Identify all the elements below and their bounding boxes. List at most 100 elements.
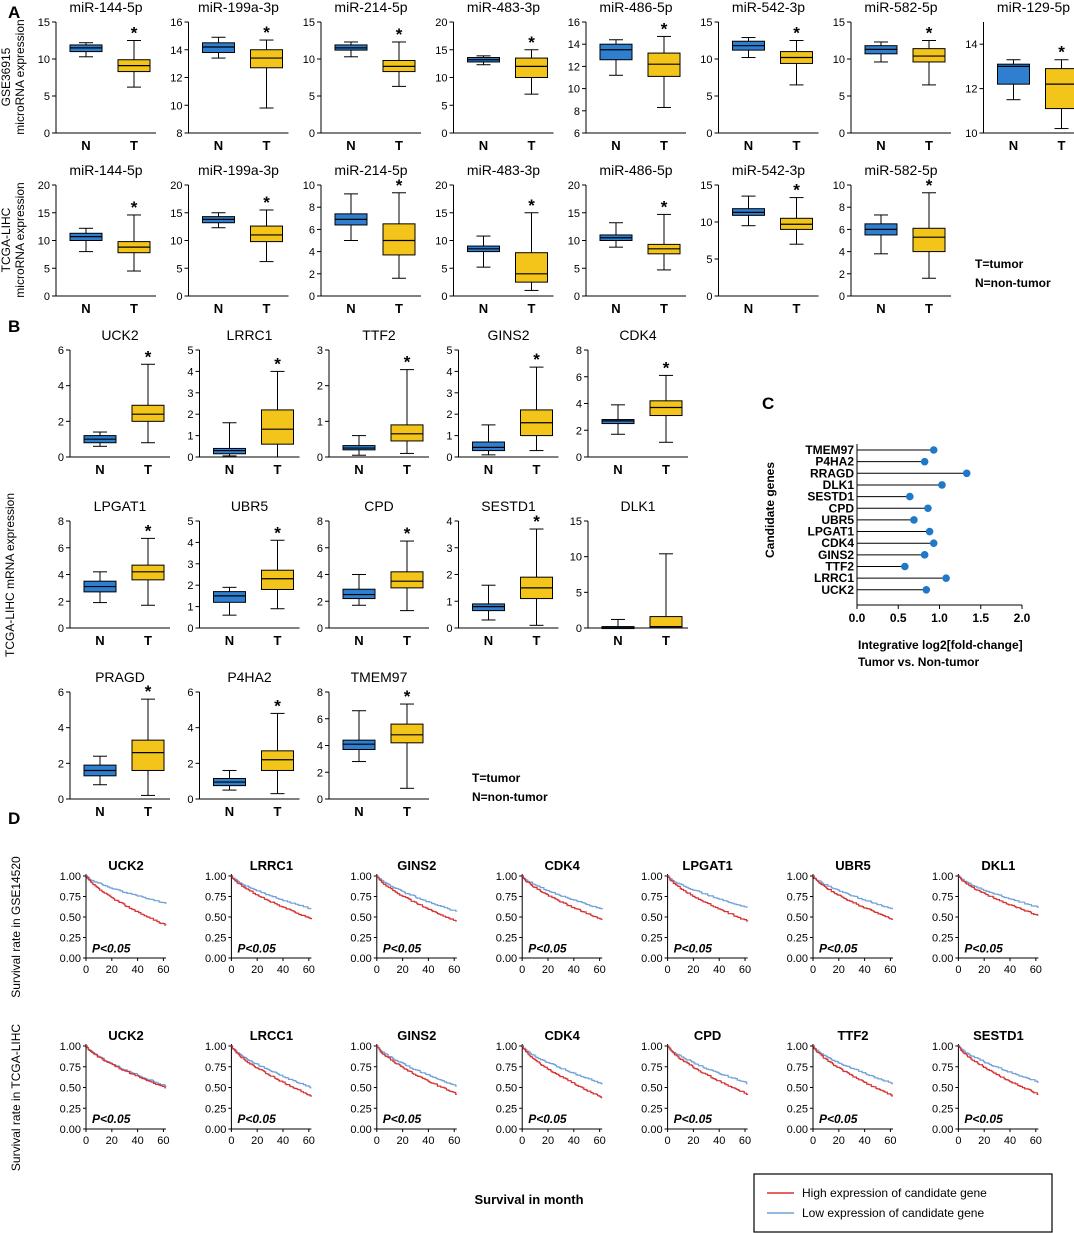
plot-title: miR-486-5p: [599, 0, 672, 15]
y-tick-label: 3: [446, 543, 452, 555]
gene-label: P4HA2: [815, 455, 854, 469]
y-tick-label: 0: [706, 128, 712, 140]
box-normal: [342, 739, 376, 751]
lollipop-dot: [938, 481, 946, 489]
km-curve-low: [958, 875, 1039, 908]
panel-a-legend-note: T=tumor N=non-tumor: [975, 257, 1051, 290]
plot-title: miR-483-3p: [467, 0, 540, 15]
category-label: N: [95, 804, 104, 819]
y-tick-label: 16: [568, 17, 580, 29]
x-tick-label: 0.5: [890, 611, 907, 625]
y-tick-label: 0.50: [60, 912, 81, 924]
y-tick-label: 1.00: [496, 1041, 517, 1053]
plot-title: GINS2: [397, 1028, 436, 1043]
box-tumor: [649, 400, 683, 417]
y-tick-label: 0.75: [60, 1062, 81, 1074]
plot-title: UBR5: [231, 498, 269, 514]
significance-star: *: [145, 521, 152, 540]
box-tumor: [390, 424, 424, 442]
x-tick-label: 0.0: [849, 611, 866, 625]
x-tick-label: 20: [833, 1135, 845, 1147]
y-tick-label: 1.00: [787, 871, 808, 883]
p-value-text: P<0.05: [237, 941, 276, 955]
y-tick-label: 10: [170, 236, 182, 248]
significance-star: *: [131, 198, 138, 217]
y-tick-label: 3: [317, 345, 323, 357]
boxplot-4: CDK4 0 2 4 6 8 N T *: [576, 327, 688, 477]
category-label: N: [346, 301, 355, 316]
x-tick-label: 0: [374, 1135, 380, 1147]
y-axis-label: TCGA-LIHC mRNA expression: [3, 493, 17, 657]
km-curve-high: [958, 1045, 1039, 1095]
y-tick-label: 20: [170, 180, 182, 192]
y-tick-label: 15: [38, 17, 50, 29]
boxplot-12: TMEM97 0 2 4 6 8 N T *: [317, 669, 429, 819]
tumor-note: T=tumor: [472, 771, 521, 785]
box-tumor: [912, 227, 946, 253]
lollipop-p4ha2: P4HA2: [815, 455, 929, 469]
plot-title: miR-144-5p: [69, 162, 142, 178]
y-tick-label: 2: [317, 596, 323, 608]
tumor-note: T=tumor: [975, 257, 1024, 271]
category-label: N: [214, 138, 223, 153]
plot-title: miR-542-3p: [732, 162, 805, 178]
y-tick-label: 5: [441, 263, 447, 275]
y-tick-label: 10: [435, 73, 447, 85]
y-tick-label: 0: [58, 623, 64, 635]
boxplot-7: miR-129-5p 10 12 14 N T *: [965, 0, 1074, 153]
lollipop-rragd: RRAGD: [810, 466, 971, 480]
x-tick-label: 60: [303, 1135, 315, 1147]
x-tick-label: 20: [542, 1135, 554, 1147]
nontumor-note: N=non-tumor: [975, 276, 1051, 290]
x-tick-label: 20: [106, 964, 118, 976]
category-label: N: [81, 138, 90, 153]
category-label: T: [533, 462, 541, 477]
box-normal: [472, 441, 505, 452]
significance-star: *: [274, 354, 281, 373]
y-tick-label: 0: [839, 128, 845, 140]
x-tick-label: 60: [1030, 1135, 1042, 1147]
lollipop-dot: [924, 504, 932, 513]
plot-title: LRCC1: [250, 1028, 293, 1043]
y-tick-label: 8: [574, 106, 580, 118]
y-tick-label: 0: [706, 291, 712, 303]
y-tick-label: 6: [317, 543, 323, 555]
y-tick-label: 0: [574, 291, 580, 303]
significance-star: *: [145, 682, 152, 701]
gene-label: CPD: [829, 501, 855, 515]
significance-star: *: [926, 24, 933, 43]
p-value-text: P<0.05: [92, 941, 131, 955]
lollipop-dlk1: DLK1: [823, 478, 946, 492]
y-tick-label: 0.00: [496, 953, 517, 965]
boxplot-2: miR-214-5p 0 5 10 15 N T *: [303, 0, 421, 153]
x-tick-label: 20: [542, 964, 554, 976]
category-label: T: [528, 138, 536, 153]
y-tick-label: 0: [187, 623, 193, 635]
km-curve-high: [86, 875, 167, 926]
lollipop-tmem97: TMEM97: [805, 443, 938, 457]
km-plot-0: UCK2 0.00 0.25 0.50 0.75 1.00 0 20 40 60 P<0.05: [60, 858, 170, 976]
y-tick-label: 0.25: [60, 1103, 81, 1115]
y-tick-label: 1.00: [205, 871, 226, 883]
gene-label: TMEM97: [805, 443, 854, 457]
plot-title: CDK4: [544, 858, 580, 873]
x-tick-label: 60: [739, 964, 751, 976]
y-tick-label: 12: [170, 73, 182, 85]
category-label: T: [925, 138, 933, 153]
lollipop-dot: [920, 551, 929, 559]
y-tick-label: 0: [317, 794, 323, 806]
y-tick-label: 4: [187, 537, 193, 549]
y-tick-label: 0.00: [641, 1124, 662, 1136]
category-label: T: [793, 138, 801, 153]
lollipop-dot: [942, 574, 950, 582]
boxplot-0: miR-144-5p 0 5 10 15 20 N T *: [38, 162, 156, 316]
significance-star: *: [404, 353, 411, 372]
survival-legend: High expression of candidate gene Low ex…: [753, 1173, 1053, 1233]
y-tick-label: 15: [568, 208, 580, 220]
boxplot-6: miR-582-5p 0 5 10 15 N T *: [833, 0, 951, 153]
y-tick-label: 2: [58, 416, 64, 428]
category-label: N: [81, 301, 90, 316]
category-label: T: [1058, 138, 1066, 153]
y-tick-label: 2: [446, 409, 452, 421]
km-curve-high: [86, 1045, 166, 1089]
